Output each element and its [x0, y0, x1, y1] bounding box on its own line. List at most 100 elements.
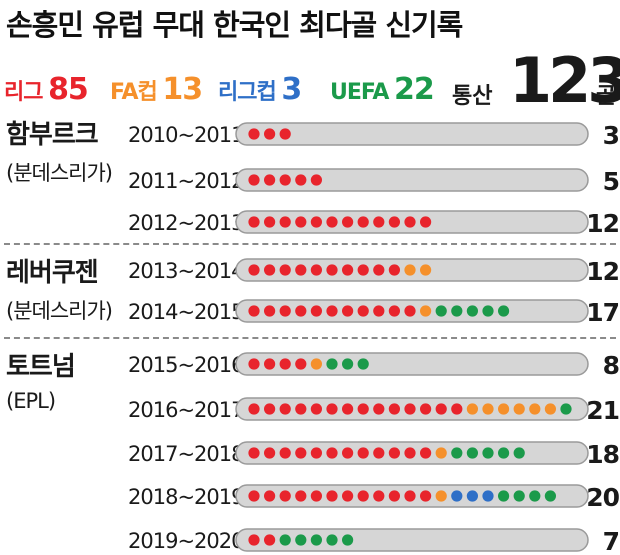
goal-dot [248, 174, 260, 186]
goal-dot [404, 305, 416, 317]
goal-dot [373, 403, 385, 415]
goal-dot [404, 216, 416, 228]
goal-dot [264, 128, 276, 140]
season-total: 17 [586, 298, 619, 327]
goal-dot [420, 264, 432, 276]
legend-item-fa-cup: FA컵 13 [110, 72, 203, 107]
season-total: 18 [586, 440, 619, 469]
goal-dot [264, 403, 276, 415]
goal-dot [388, 305, 400, 317]
legend-item-league-cup: 리그컵 3 [218, 72, 302, 107]
goal-dot [326, 358, 338, 370]
goal-dot [388, 490, 400, 502]
season-track [235, 352, 589, 376]
goal-dot [373, 264, 385, 276]
goal-dot [498, 305, 510, 317]
goal-dot [248, 305, 260, 317]
goal-dot [388, 403, 400, 415]
goal-dot [357, 358, 369, 370]
goal-dot [248, 490, 260, 502]
season-total: 20 [586, 483, 619, 512]
goal-dot [357, 305, 369, 317]
club-divider [4, 243, 616, 245]
season-total: 12 [586, 257, 619, 286]
goal-dot [482, 490, 494, 502]
goal-dot [279, 305, 291, 317]
goal-dot [279, 534, 291, 546]
goal-dot [544, 403, 557, 415]
season-label: 2014~2015 [128, 300, 243, 324]
goal-dot [388, 216, 400, 228]
season-total: 7 [603, 527, 619, 555]
goal-dot [248, 216, 260, 228]
goal-dot [404, 490, 416, 502]
legend-value: 85 [48, 72, 89, 107]
goal-dot [248, 128, 260, 140]
season-total: 3 [603, 121, 619, 150]
goal-dot [435, 305, 447, 317]
club-tottenham: 토트넘 (EPL) [6, 346, 76, 413]
goal-dot [310, 447, 322, 459]
season-track [235, 122, 589, 146]
goal-dot [357, 403, 369, 415]
goal-dot [388, 264, 400, 276]
legend-item-uefa: UEFA 22 [330, 72, 435, 107]
goal-dot [466, 305, 478, 317]
goal-dot [466, 403, 478, 415]
season-total: 5 [603, 167, 619, 196]
club-name: 레버쿠젠 [6, 258, 99, 288]
season-label: 2013~2014 [128, 259, 244, 283]
goal-dot [326, 447, 338, 459]
goal-dot [295, 264, 307, 276]
legend: 리그 85 FA컵 13 리그컵 3 UEFA 22 통산 123 골 [4, 44, 620, 117]
goal-dot [388, 447, 400, 459]
goal-dot [482, 403, 494, 415]
goal-dot [435, 490, 447, 502]
goal-dot [420, 216, 432, 228]
season-label: 2019~2020 [128, 529, 243, 553]
goal-dot [248, 358, 260, 370]
goal-dot [342, 490, 354, 502]
goal-dot [420, 305, 432, 317]
club-name: 함부르크 [6, 120, 99, 150]
goal-dot [404, 447, 416, 459]
club-league: (분데스리가) [6, 299, 113, 323]
goal-dot [279, 174, 291, 186]
goal-dot [342, 305, 354, 317]
goal-dot [310, 534, 322, 546]
goal-dot [248, 534, 260, 546]
goal-dot [310, 490, 322, 502]
chart-title: 손흥민 유럽 무대 한국인 최다골 신기록 [6, 8, 463, 42]
goal-dot [248, 264, 260, 276]
goal-dot [279, 447, 291, 459]
season-total: 12 [586, 209, 619, 238]
goal-dot [310, 264, 322, 276]
goal-dot [357, 264, 369, 276]
legend-value: 3 [281, 72, 302, 107]
goal-dot [310, 305, 322, 317]
goal-dot [373, 447, 385, 459]
goal-dot [295, 305, 307, 317]
goal-dot [248, 447, 260, 459]
legend-label: FA컵 [110, 80, 158, 105]
goal-dot [420, 447, 432, 459]
goal-dot [248, 403, 260, 415]
club-league: (분데스리가) [6, 161, 113, 185]
goal-dot [279, 264, 291, 276]
goal-dot [326, 264, 338, 276]
goal-dot [264, 534, 276, 546]
goal-dot [264, 358, 276, 370]
goal-dot [404, 264, 416, 276]
goal-dot [326, 305, 338, 317]
goal-dot [451, 305, 463, 317]
goal-dot [264, 174, 276, 186]
goal-dot [404, 403, 416, 415]
goal-dot [435, 403, 447, 415]
goal-dot [279, 216, 291, 228]
season-label: 2017~2018 [128, 442, 243, 466]
goal-dot [295, 534, 307, 546]
goal-dot [373, 305, 385, 317]
legend-value: 13 [162, 72, 203, 107]
goal-dot [326, 490, 338, 502]
goal-dot [342, 534, 354, 546]
